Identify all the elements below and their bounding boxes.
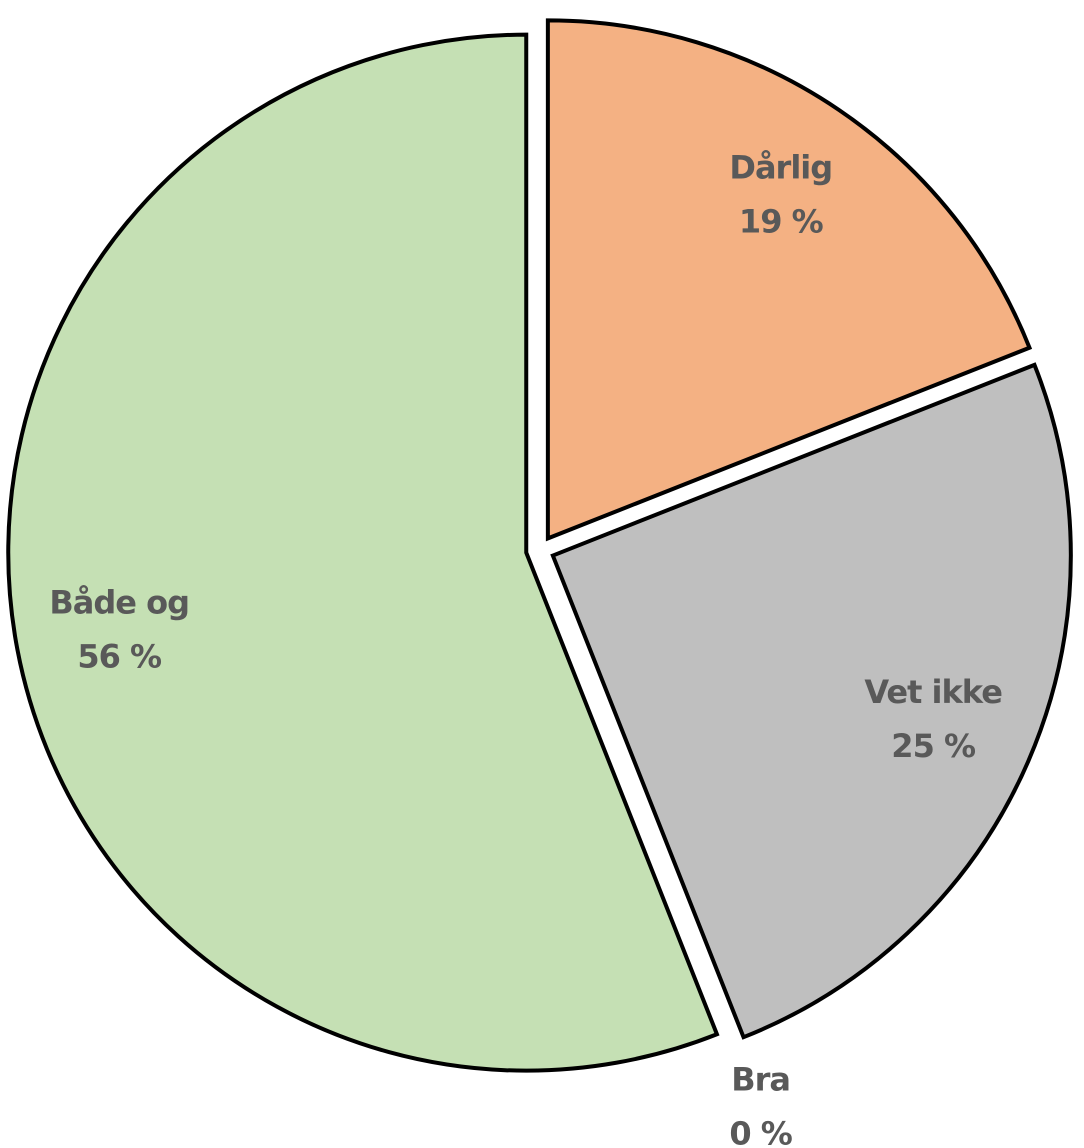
slice-label: Vet ikke xyxy=(864,673,1002,711)
page: Dårlig19 %Vet ikke25 %Bra0 %Både og56 % … xyxy=(0,0,1084,1148)
slice-value-label: 25 % xyxy=(891,727,976,765)
slice-value-label: 56 % xyxy=(77,637,162,675)
slice-value-label: 0 % xyxy=(729,1114,792,1148)
slice-label: Bra xyxy=(731,1060,790,1098)
slice-label: Dårlig xyxy=(729,149,832,187)
slice-label: Både og xyxy=(49,583,189,621)
chart: Dårlig 19 % Vet ikke 25 % Bra 0 % Både og 56 % xyxy=(0,0,1084,1148)
slice-value-label: 19 % xyxy=(739,203,824,241)
